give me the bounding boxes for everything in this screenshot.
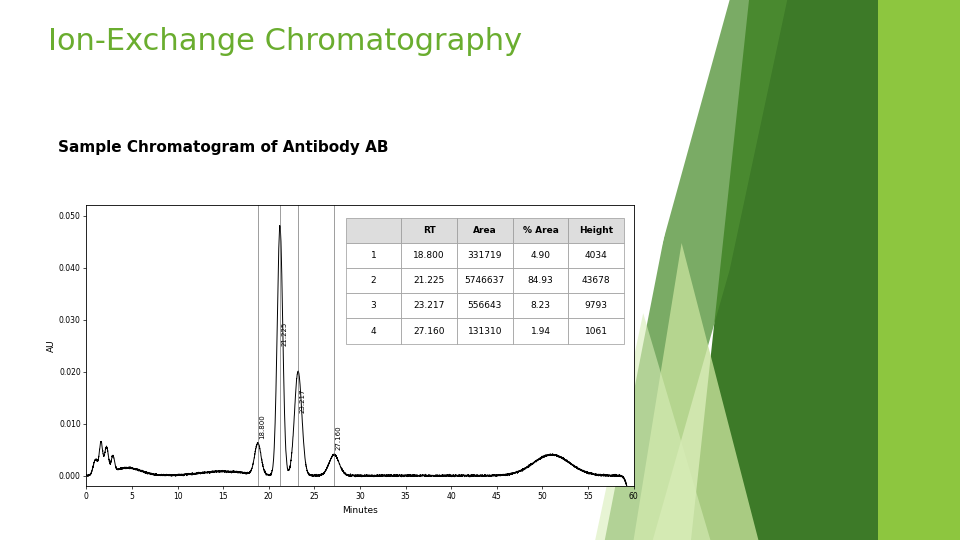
Polygon shape [691, 0, 878, 540]
Text: Sample Chromatogram of Antibody AB: Sample Chromatogram of Antibody AB [58, 140, 388, 156]
Polygon shape [384, 0, 730, 540]
Polygon shape [869, 0, 960, 540]
X-axis label: Minutes: Minutes [342, 506, 378, 515]
Polygon shape [605, 0, 787, 540]
Polygon shape [595, 313, 710, 540]
Text: Ion-Exchange Chromatography: Ion-Exchange Chromatography [48, 27, 522, 56]
Text: 21.225: 21.225 [282, 321, 288, 346]
Text: 18.800: 18.800 [259, 415, 266, 439]
Text: 23.217: 23.217 [300, 389, 306, 413]
Text: 27.160: 27.160 [336, 425, 342, 450]
Polygon shape [634, 243, 758, 540]
Y-axis label: AU: AU [47, 339, 57, 352]
